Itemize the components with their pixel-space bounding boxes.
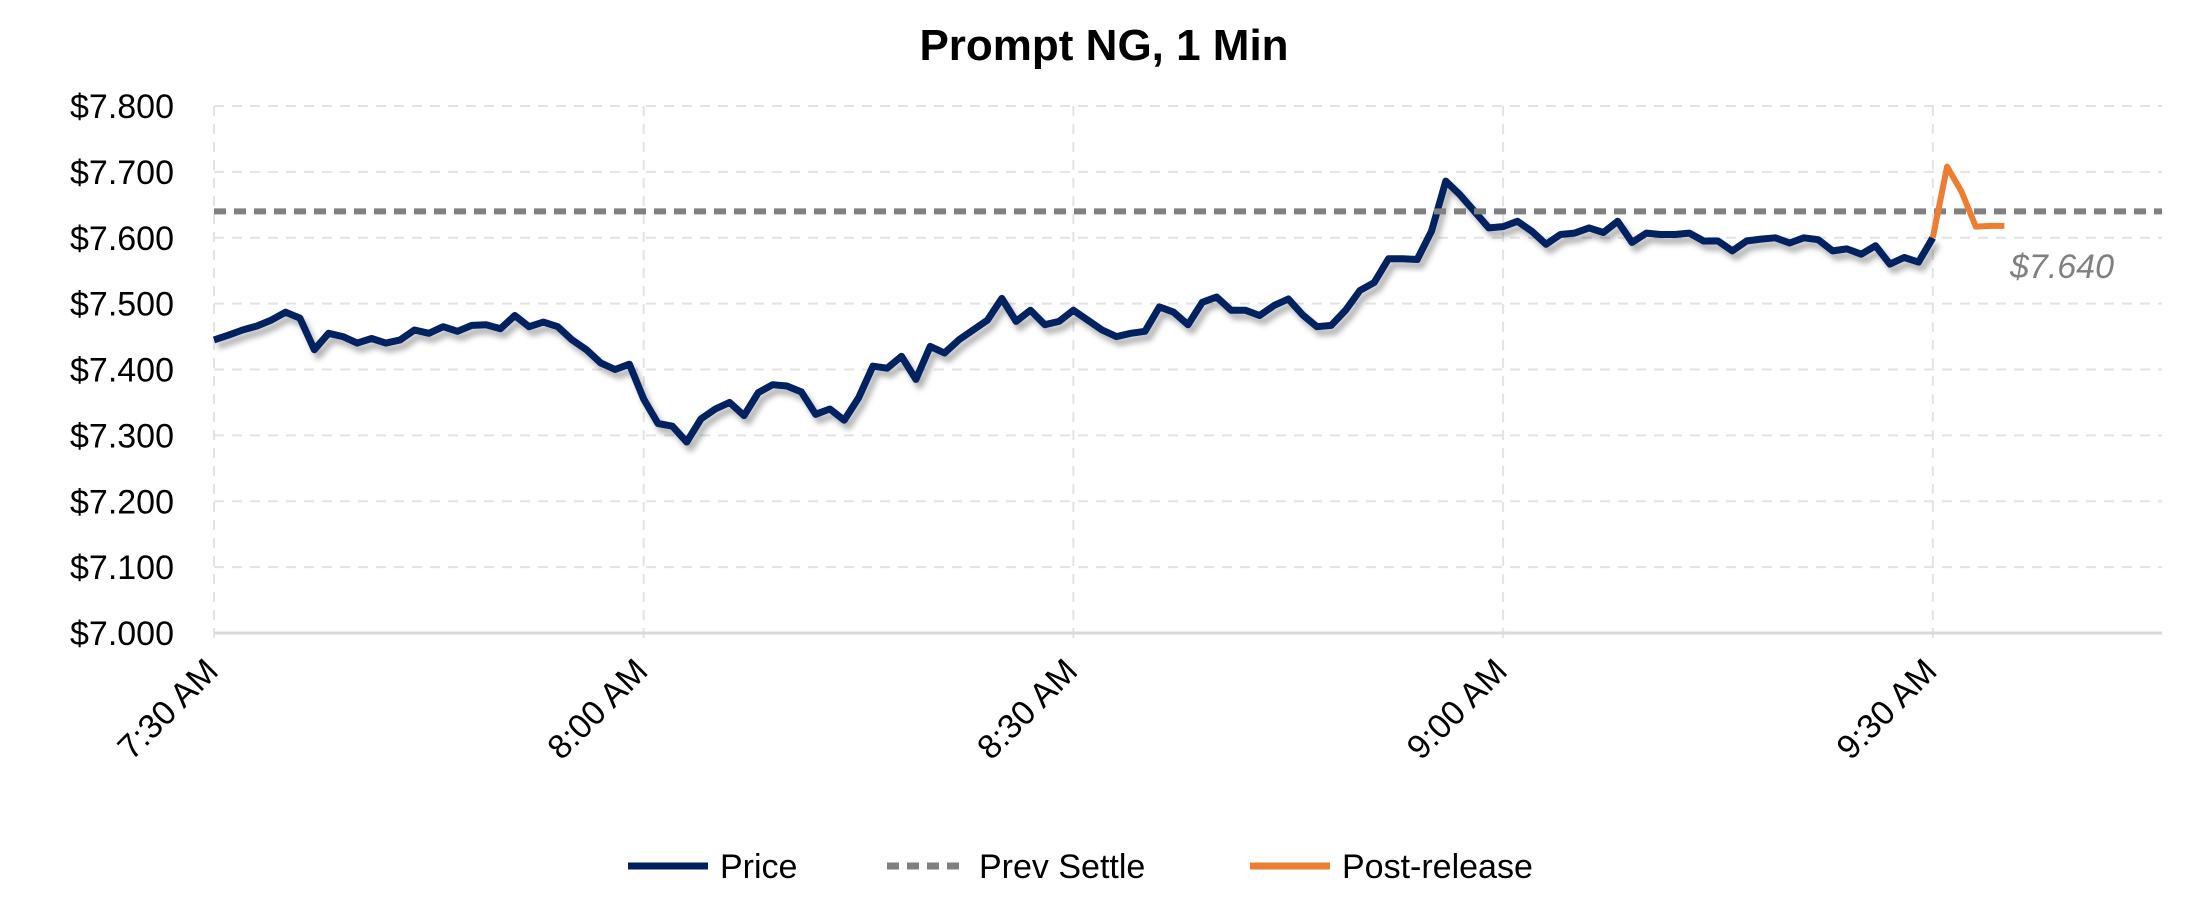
series-lines xyxy=(212,163,2162,446)
legend-label: Prev Settle xyxy=(979,848,1145,886)
chart-title: Prompt NG, 1 Min xyxy=(919,21,1288,70)
y-tick-label: $7.400 xyxy=(70,352,174,390)
grid xyxy=(213,105,2162,645)
y-tick-label: $7.600 xyxy=(70,220,174,258)
y-tick-label: $7.800 xyxy=(70,88,174,126)
x-tick-label: 9:00 AM xyxy=(1400,652,1515,767)
legend-label: Post-release xyxy=(1342,848,1533,886)
legend-item: Price xyxy=(628,848,797,886)
legend: Price Prev Settle Post-release xyxy=(628,848,1533,886)
price-line xyxy=(212,177,1936,446)
y-tick-label: $7.100 xyxy=(70,549,174,587)
y-tick-label: $7.500 xyxy=(70,286,174,324)
y-tick-label: $7.700 xyxy=(70,154,174,192)
x-tick-label: 7:30 AM xyxy=(111,652,226,767)
legend-item: Prev Settle xyxy=(887,848,1145,886)
post-release-line xyxy=(1929,163,2005,239)
prev-settle-annotation: $7.640 xyxy=(2009,248,2114,286)
x-axis: 7:30 AM 8:00 AM 8:30 AM 9:00 AM 9:30 AM xyxy=(111,631,2162,767)
legend-label: Price xyxy=(720,848,797,886)
y-tick-label: $7.200 xyxy=(70,483,174,521)
legend-item: Post-release xyxy=(1250,848,1533,886)
x-tick-label: 8:00 AM xyxy=(540,652,655,767)
y-tick-label: $7.000 xyxy=(70,615,174,653)
x-tick-label: 9:30 AM xyxy=(1829,652,1944,767)
y-tick-label: $7.300 xyxy=(70,417,174,455)
y-axis: $7.000 $7.100 $7.200 $7.300 $7.400 $7.500 $7.6… xyxy=(70,88,174,653)
x-tick-label: 8:30 AM xyxy=(970,652,1085,767)
